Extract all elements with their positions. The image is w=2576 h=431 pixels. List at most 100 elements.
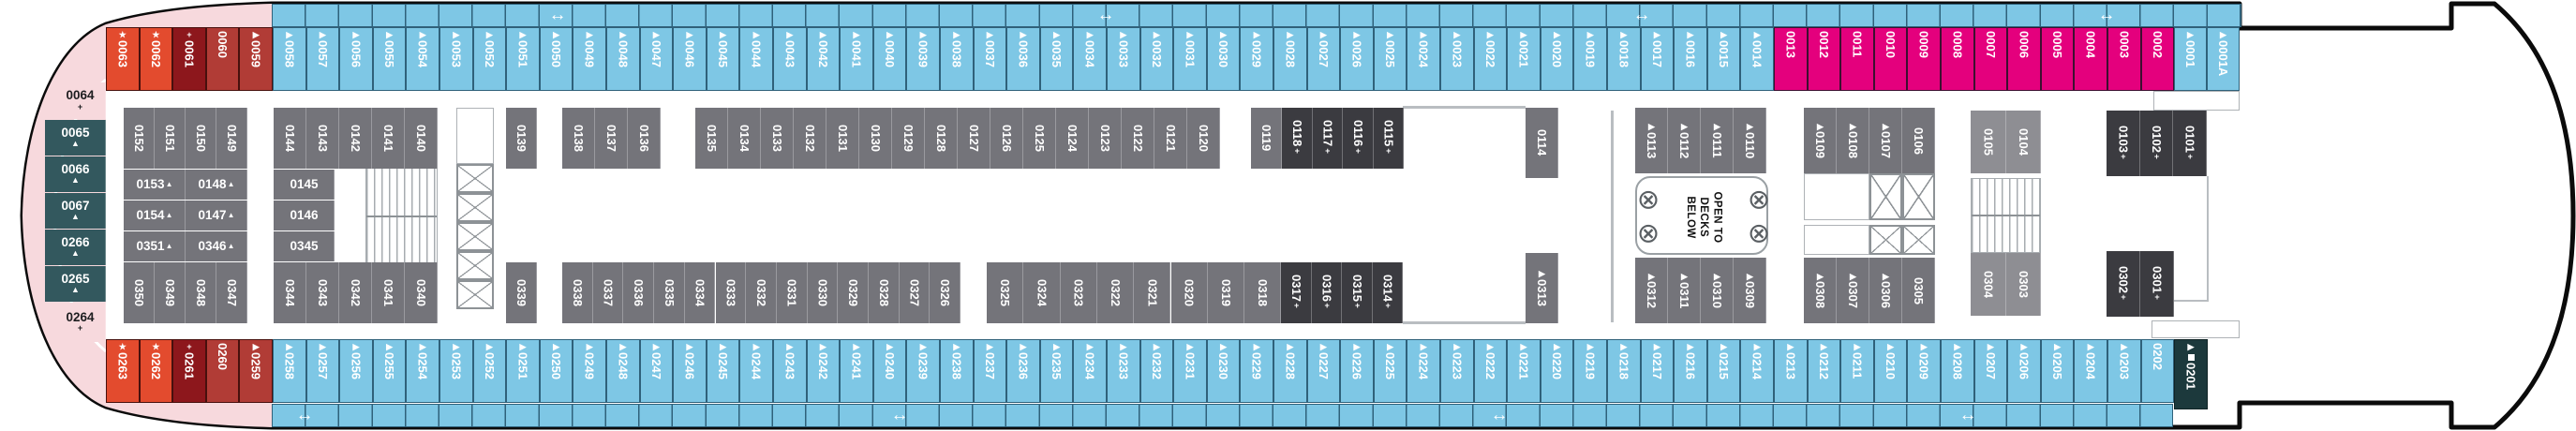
cabin-0120: 0120 [1187, 108, 1220, 169]
cabin-number: 0007 [1983, 31, 1998, 58]
cabin-number: 0344 [283, 279, 297, 306]
cabin-marker-icon: + [2121, 151, 2126, 161]
cabin-number: 0237 [982, 351, 997, 379]
cabin-number: 0233 [1116, 351, 1131, 379]
cabin-number: 0226 [1349, 351, 1364, 379]
elevator-icon: ⊗ [1636, 185, 1660, 216]
cabin-0051: ▶ 0051 [506, 27, 540, 91]
cabin-marker-icon: ▶ [1787, 342, 1794, 351]
cabin-number: 0117 [1320, 120, 1335, 147]
cabin-0306: ▶ 0306 [1869, 258, 1902, 323]
cabin-number: 0014 [1750, 39, 1764, 67]
cabin-0215: ▶ 0215 [1706, 339, 1741, 403]
cabin-number: 0263 [115, 351, 130, 379]
cabin-number: 0322 [1109, 279, 1124, 306]
balcony-transfer-arrow-icon: ↔ [890, 405, 909, 425]
cabin-0028: ▶ 0028 [1273, 27, 1307, 91]
cabin-number: 0309 [1743, 281, 1757, 309]
cabin-marker-icon: ▶ [286, 30, 293, 39]
cabin-marker-icon: ▶ [586, 342, 593, 351]
cabin-number: 0060 [216, 31, 231, 58]
cabin-0205: ▶ 0205 [2040, 339, 2075, 403]
cabin-number: 0057 [315, 39, 330, 67]
cabin-marker-icon: ▶ [1620, 30, 1628, 39]
cabin-0314: 0314 + [1372, 262, 1404, 323]
cabin-marker-icon: ▶ [1053, 30, 1061, 39]
cabin-0342: 0342 [339, 262, 372, 323]
cabin-marker-icon: ▶ [1648, 121, 1655, 131]
cabin-0202: 0202 [2140, 339, 2174, 403]
cabin-0327: 0327 [899, 262, 931, 323]
cabin-number: 0064 [66, 88, 95, 103]
cabin-marker-icon: + [77, 101, 83, 111]
cabin-marker-icon: ▶ [619, 342, 627, 351]
cabin-number: 0051 [515, 39, 530, 67]
cabin-number: 0033 [1116, 39, 1131, 67]
cabin-number: 0029 [1249, 39, 1264, 67]
cabin-number: 0332 [754, 279, 769, 306]
cabin-number: 0330 [815, 279, 830, 306]
cabin-0251: ▶ 0251 [506, 339, 540, 403]
cabin-number: 0002 [2150, 31, 2165, 58]
cabin-number: 0235 [1050, 351, 1065, 379]
cabin-marker-icon: ▶ [752, 30, 760, 39]
cabin-marker-icon: ▲ [71, 139, 80, 149]
cabin-0019: ▶ 0019 [1573, 27, 1607, 91]
cabin-marker-icon: ▶ [1020, 342, 1027, 351]
cabin-marker-icon: ▲ [227, 241, 235, 250]
cabin-number: 0231 [1183, 351, 1198, 379]
cabin-number: 0039 [916, 39, 931, 67]
cabin-number: 0239 [916, 351, 931, 379]
cabin-marker-icon: + [1294, 145, 1300, 156]
accessible-icon [2187, 353, 2195, 361]
cabin-marker-icon: ▶ [1353, 342, 1361, 351]
cabin-number: 0105 [1981, 128, 1996, 156]
cabin-0303: 0303 [2005, 253, 2041, 316]
cabin-number: 0008 [1950, 31, 1965, 58]
cabin-marker-icon: ▶ [1820, 342, 1827, 351]
cabin-0203: ▶ 0203 [2107, 339, 2141, 403]
cabin-number: 0134 [737, 125, 752, 152]
cabin-number: 0206 [2017, 351, 2032, 379]
cabin-0039: ▶ 0039 [906, 27, 940, 91]
cabin-number: 0341 [381, 279, 395, 306]
cabin-number: 0135 [705, 125, 719, 152]
cabin-0134: 0134 [728, 108, 761, 169]
cabin-marker-icon: ▶ [319, 342, 326, 351]
cabin-number: 0031 [1183, 39, 1198, 67]
cabin-marker-icon: ▶ [1520, 30, 1527, 39]
cabin-number: 0308 [1813, 281, 1827, 309]
cabin-number: 0208 [1950, 351, 1965, 379]
cabin-number: 0016 [1683, 39, 1698, 67]
cabin-number: 0203 [2117, 351, 2132, 379]
stair-landing-line [1972, 215, 2040, 217]
cabin-number: 0266 [61, 234, 90, 249]
cabin-number: 0228 [1283, 351, 1298, 379]
cabin-0137: 0137 [595, 108, 628, 169]
cabin-0262: ★ 0262 [139, 339, 173, 403]
cabin-number: 0130 [869, 125, 883, 152]
cabin-number: 0050 [549, 39, 564, 67]
cabin-number: 0143 [316, 125, 330, 152]
cabin-0104: 0104 [2005, 111, 2041, 173]
cabin-number: 0244 [749, 351, 764, 379]
cabin-number: 0013 [1783, 31, 1798, 58]
elevator-shaft [1869, 173, 1902, 220]
cabin-0323: 0323 [1060, 262, 1097, 323]
cabin-marker-icon: + [1355, 145, 1361, 156]
staircase [1971, 178, 2041, 253]
cabin-number: 0059 [248, 39, 263, 67]
cabin-number: 0224 [1416, 351, 1431, 379]
cabin-0036: ▶ 0036 [1006, 27, 1040, 91]
cabin-number: 0038 [949, 39, 964, 67]
cabin-number: 0003 [2117, 31, 2132, 58]
cabin-0231: ▶ 0231 [1173, 339, 1207, 403]
cabin-marker-icon: + [186, 30, 192, 39]
cabin-number: 0001A [2216, 39, 2230, 77]
cabin-marker-icon: + [1355, 301, 1361, 311]
cabin-number: 0006 [2017, 31, 2032, 58]
cabin-number: 0319 [1218, 279, 1233, 306]
cabin-marker-icon: ▶ [1620, 342, 1628, 351]
balcony-transfer-arrow-icon: ↔ [1632, 5, 1651, 25]
